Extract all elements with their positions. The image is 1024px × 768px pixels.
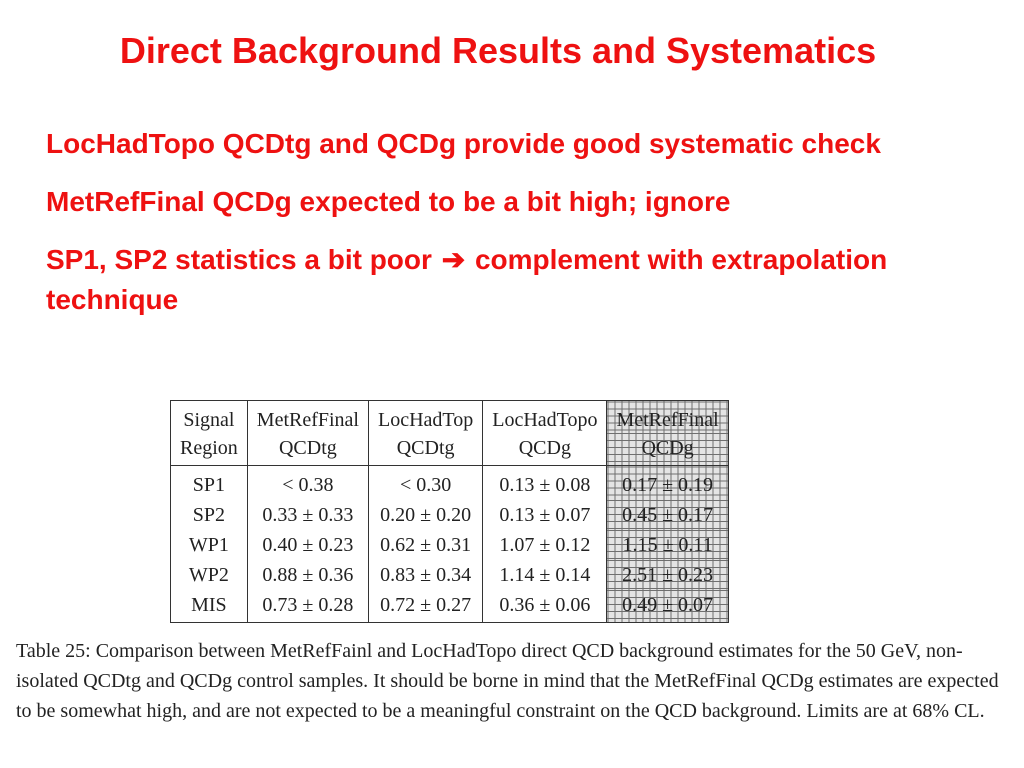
table-header-cell: LocHadTop: [367, 400, 483, 433]
table-cell: 0.13 ± 0.08: [482, 465, 607, 500]
table-cell: 0.45 ± 0.17: [606, 500, 729, 530]
table-cell: 1.07 ± 0.12: [482, 530, 607, 560]
table-cell: MIS: [170, 590, 248, 623]
table-header-cell: LocHadTopo: [482, 400, 607, 433]
right-arrow-icon: ➔: [441, 244, 466, 275]
table-header-cell: Region: [170, 433, 248, 466]
table-cell: 0.62 ± 0.31: [367, 530, 483, 560]
table-cell: 0.13 ± 0.07: [482, 500, 607, 530]
table-cell: SP1: [170, 465, 248, 500]
table-header-cell: MetRefFinal: [606, 400, 729, 433]
table-header-row: Region QCDtg QCDtg QCDg QCDg: [170, 433, 729, 466]
table-header-row: Signal MetRefFinal LocHadTop LocHadTopo …: [170, 400, 729, 433]
table-header-cell: QCDtg: [246, 433, 369, 466]
table-header-cell: Signal: [170, 400, 248, 433]
table-cell: 0.73 ± 0.28: [246, 590, 369, 623]
results-table-container: Signal MetRefFinal LocHadTop LocHadTopo …: [170, 400, 729, 623]
table-cell: 0.72 ± 0.27: [367, 590, 483, 623]
table-cell: 0.88 ± 0.36: [246, 560, 369, 590]
table-header-cell: MetRefFinal: [246, 400, 369, 433]
table-caption: Table 25: Comparison between MetRefFainl…: [16, 640, 999, 722]
table-cell: 0.36 ± 0.06: [482, 590, 607, 623]
results-table: Signal MetRefFinal LocHadTop LocHadTopo …: [170, 400, 729, 623]
table-cell: 1.14 ± 0.14: [482, 560, 607, 590]
table-header-cell: QCDg: [482, 433, 607, 466]
table-cell: 0.40 ± 0.23: [246, 530, 369, 560]
bullet-text: SP1, SP2 statistics a bit poor: [46, 244, 432, 275]
table-cell: 1.15 ± 0.11: [606, 530, 729, 560]
table-cell: SP2: [170, 500, 248, 530]
table-cell: 0.20 ± 0.20: [367, 500, 483, 530]
table-cell: < 0.38: [246, 465, 369, 500]
table-header-cell: QCDtg: [367, 433, 483, 466]
table-cell: 0.17 ± 0.19: [606, 465, 729, 500]
bullet-text: complement with extrapolation technique: [46, 244, 888, 315]
bullet-item: SP1, SP2 statistics a bit poor ➔ complem…: [46, 240, 996, 320]
table-cell: WP2: [170, 560, 248, 590]
table-row: WP2 0.88 ± 0.36 0.83 ± 0.34 1.14 ± 0.14 …: [170, 560, 729, 590]
table-cell: < 0.30: [367, 465, 483, 500]
table-cell: WP1: [170, 530, 248, 560]
bullet-item: MetRefFinal QCDg expected to be a bit hi…: [46, 186, 731, 217]
table-row: SP1 < 0.38 < 0.30 0.13 ± 0.08 0.17 ± 0.1…: [170, 465, 729, 500]
table-cell: 0.83 ± 0.34: [367, 560, 483, 590]
table-cell: 0.49 ± 0.07: [606, 590, 729, 623]
table-cell: 2.51 ± 0.23: [606, 560, 729, 590]
table-row: WP1 0.40 ± 0.23 0.62 ± 0.31 1.07 ± 0.12 …: [170, 530, 729, 560]
table-row: MIS 0.73 ± 0.28 0.72 ± 0.27 0.36 ± 0.06 …: [170, 590, 729, 623]
slide-title: Direct Background Results and Systematic…: [119, 30, 877, 71]
table-header-cell: QCDg: [606, 433, 729, 466]
bullet-list: LocHadTopo QCDtg and QCDg provide good s…: [46, 124, 996, 338]
bullet-item: LocHadTopo QCDtg and QCDg provide good s…: [46, 128, 881, 159]
table-row: SP2 0.33 ± 0.33 0.20 ± 0.20 0.13 ± 0.07 …: [170, 500, 729, 530]
table-cell: 0.33 ± 0.33: [246, 500, 369, 530]
